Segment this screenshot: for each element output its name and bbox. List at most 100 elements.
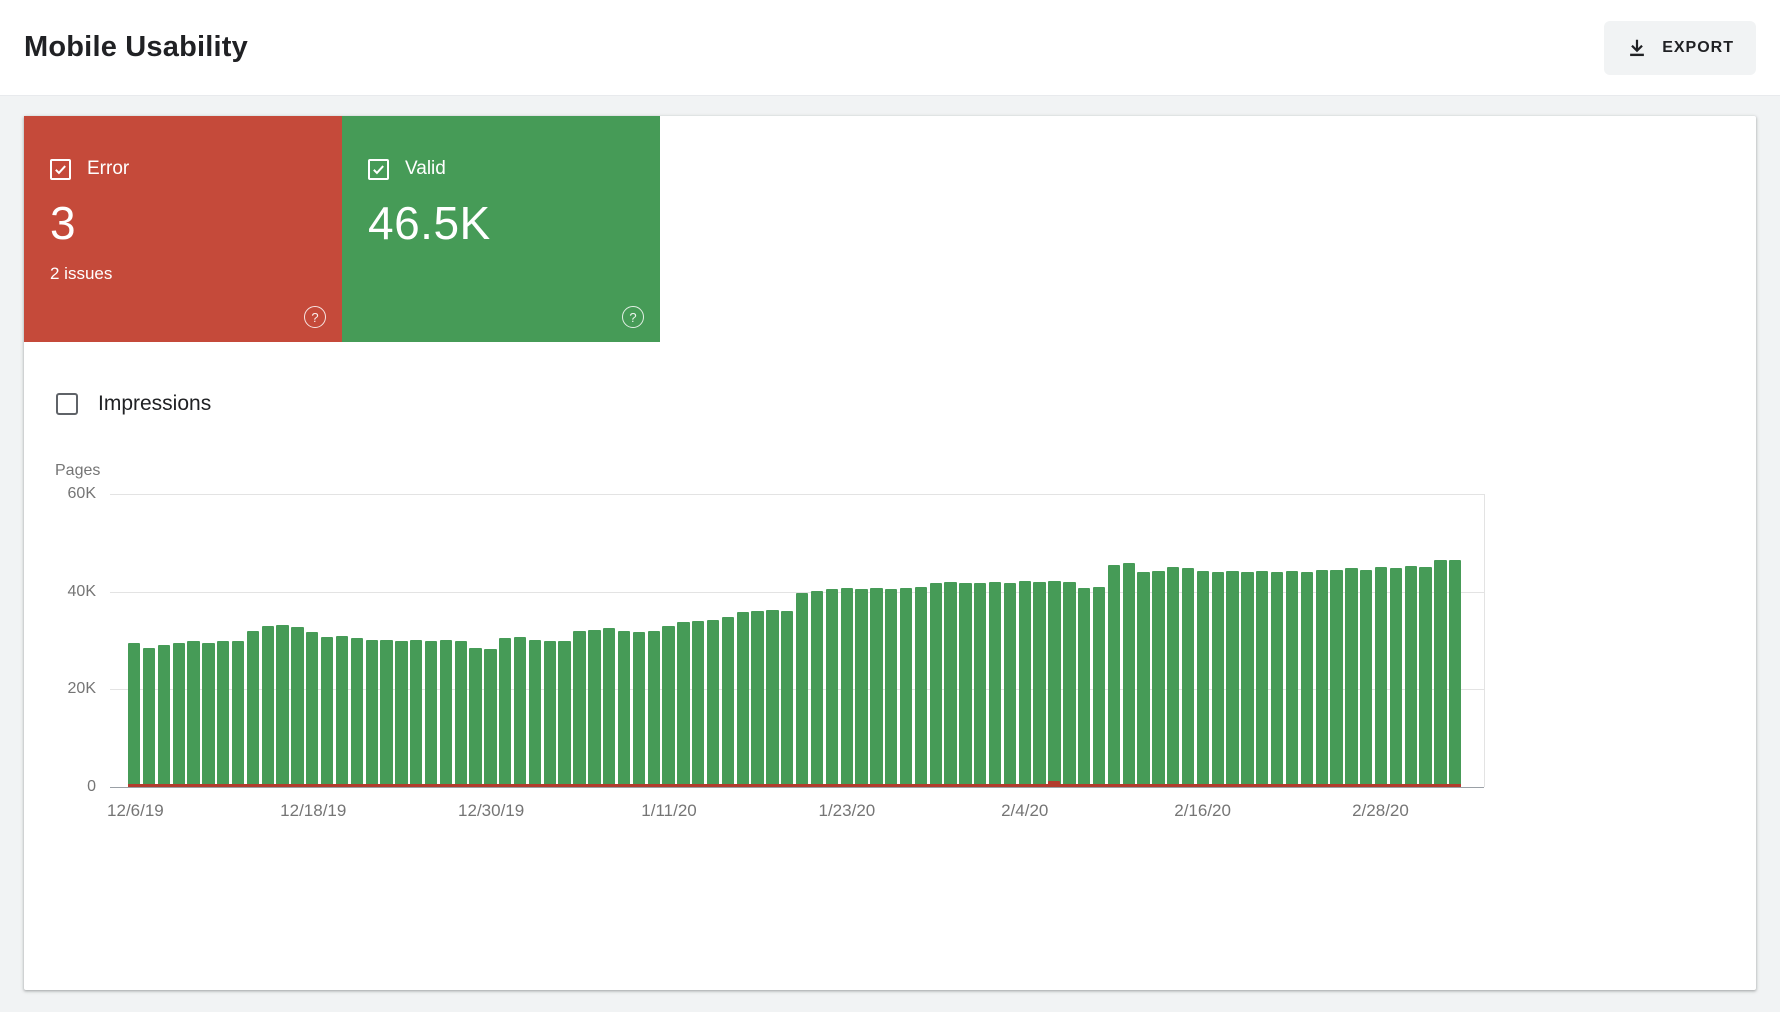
bar[interactable]: [736, 612, 749, 787]
bar[interactable]: [335, 635, 349, 787]
bar[interactable]: [380, 639, 393, 787]
bar[interactable]: [617, 630, 631, 787]
impressions-row[interactable]: Impressions: [56, 392, 1756, 416]
bar[interactable]: [410, 639, 423, 787]
bar[interactable]: [261, 625, 274, 787]
bar[interactable]: [662, 625, 675, 787]
bar[interactable]: [1360, 569, 1373, 787]
bar[interactable]: [1107, 564, 1121, 787]
bar[interactable]: [499, 638, 512, 787]
bar[interactable]: [157, 645, 171, 787]
bar[interactable]: [365, 639, 378, 787]
bar[interactable]: [187, 641, 200, 787]
bar[interactable]: [751, 611, 764, 787]
bar[interactable]: [810, 590, 824, 787]
bar[interactable]: [1419, 567, 1432, 787]
bar[interactable]: [291, 626, 304, 787]
bar[interactable]: [974, 582, 987, 787]
help-icon[interactable]: [304, 306, 326, 328]
bar[interactable]: [1063, 581, 1076, 787]
bar[interactable]: [528, 639, 542, 787]
bar[interactable]: [320, 636, 334, 787]
bar[interactable]: [484, 649, 497, 787]
bar[interactable]: [513, 636, 527, 787]
bar[interactable]: [306, 631, 319, 787]
bar[interactable]: [677, 621, 690, 787]
bar[interactable]: [1092, 586, 1106, 787]
bar[interactable]: [1033, 581, 1046, 787]
help-icon[interactable]: [622, 306, 644, 328]
bar[interactable]: [885, 589, 898, 787]
bar[interactable]: [276, 624, 289, 787]
bar[interactable]: [217, 641, 230, 787]
error-checkbox[interactable]: [50, 158, 71, 180]
bar[interactable]: [573, 630, 586, 787]
bar[interactable]: [246, 630, 260, 787]
bar[interactable]: [558, 640, 571, 787]
bar[interactable]: [766, 610, 779, 787]
bar[interactable]: [914, 586, 928, 787]
bar[interactable]: [1211, 572, 1224, 787]
bar[interactable]: [142, 647, 156, 787]
bar[interactable]: [543, 641, 556, 787]
bar[interactable]: [1315, 569, 1328, 787]
valid-card[interactable]: Valid 46.5K: [342, 116, 660, 342]
bar[interactable]: [1241, 572, 1254, 787]
bar[interactable]: [929, 582, 942, 787]
bar[interactable]: [1167, 567, 1180, 787]
bar[interactable]: [454, 640, 467, 787]
bar[interactable]: [1404, 566, 1417, 787]
bar[interactable]: [855, 589, 868, 787]
bar[interactable]: [632, 631, 646, 787]
bar[interactable]: [1300, 572, 1313, 787]
bar[interactable]: [870, 587, 883, 787]
bar[interactable]: [1270, 572, 1284, 787]
bar[interactable]: [1345, 568, 1358, 787]
bar[interactable]: [692, 620, 705, 787]
bar[interactable]: [603, 628, 616, 787]
bar[interactable]: [1374, 567, 1388, 787]
bar[interactable]: [1449, 559, 1462, 787]
bar[interactable]: [231, 640, 245, 787]
bar[interactable]: [172, 642, 185, 787]
bars[interactable]: [128, 494, 1462, 787]
export-button[interactable]: EXPORT: [1604, 20, 1756, 75]
bar[interactable]: [1226, 571, 1239, 787]
bar[interactable]: [944, 581, 957, 787]
bar[interactable]: [840, 587, 853, 787]
bar[interactable]: [1256, 571, 1269, 787]
bar[interactable]: [424, 640, 438, 787]
bar[interactable]: [202, 642, 215, 787]
bar[interactable]: [1330, 569, 1343, 787]
bar[interactable]: [1434, 559, 1447, 787]
bar[interactable]: [825, 589, 838, 787]
bar[interactable]: [959, 582, 972, 787]
bar[interactable]: [439, 639, 453, 787]
bar[interactable]: [988, 581, 1002, 787]
valid-checkbox[interactable]: [368, 158, 389, 180]
bar[interactable]: [795, 592, 809, 787]
bar[interactable]: [469, 647, 482, 787]
bar[interactable]: [1048, 580, 1061, 787]
bar[interactable]: [1196, 571, 1210, 787]
bar[interactable]: [1152, 571, 1165, 787]
bar[interactable]: [1285, 571, 1299, 787]
bar[interactable]: [721, 617, 735, 787]
bar[interactable]: [781, 611, 794, 787]
bar[interactable]: [395, 640, 408, 787]
bar[interactable]: [1018, 580, 1031, 787]
bar[interactable]: [1078, 587, 1091, 787]
bar[interactable]: [1181, 568, 1195, 787]
bar[interactable]: [706, 620, 720, 787]
bar[interactable]: [588, 629, 601, 787]
bar[interactable]: [899, 587, 913, 787]
bar[interactable]: [350, 638, 363, 787]
bar[interactable]: [1389, 568, 1403, 787]
bar[interactable]: [1003, 582, 1017, 787]
bar[interactable]: [128, 642, 141, 787]
bar[interactable]: [647, 630, 660, 787]
bar[interactable]: [1122, 563, 1135, 787]
impressions-checkbox[interactable]: [56, 393, 78, 415]
bar[interactable]: [1137, 572, 1150, 787]
error-card[interactable]: Error 3 2 issues: [24, 116, 342, 342]
